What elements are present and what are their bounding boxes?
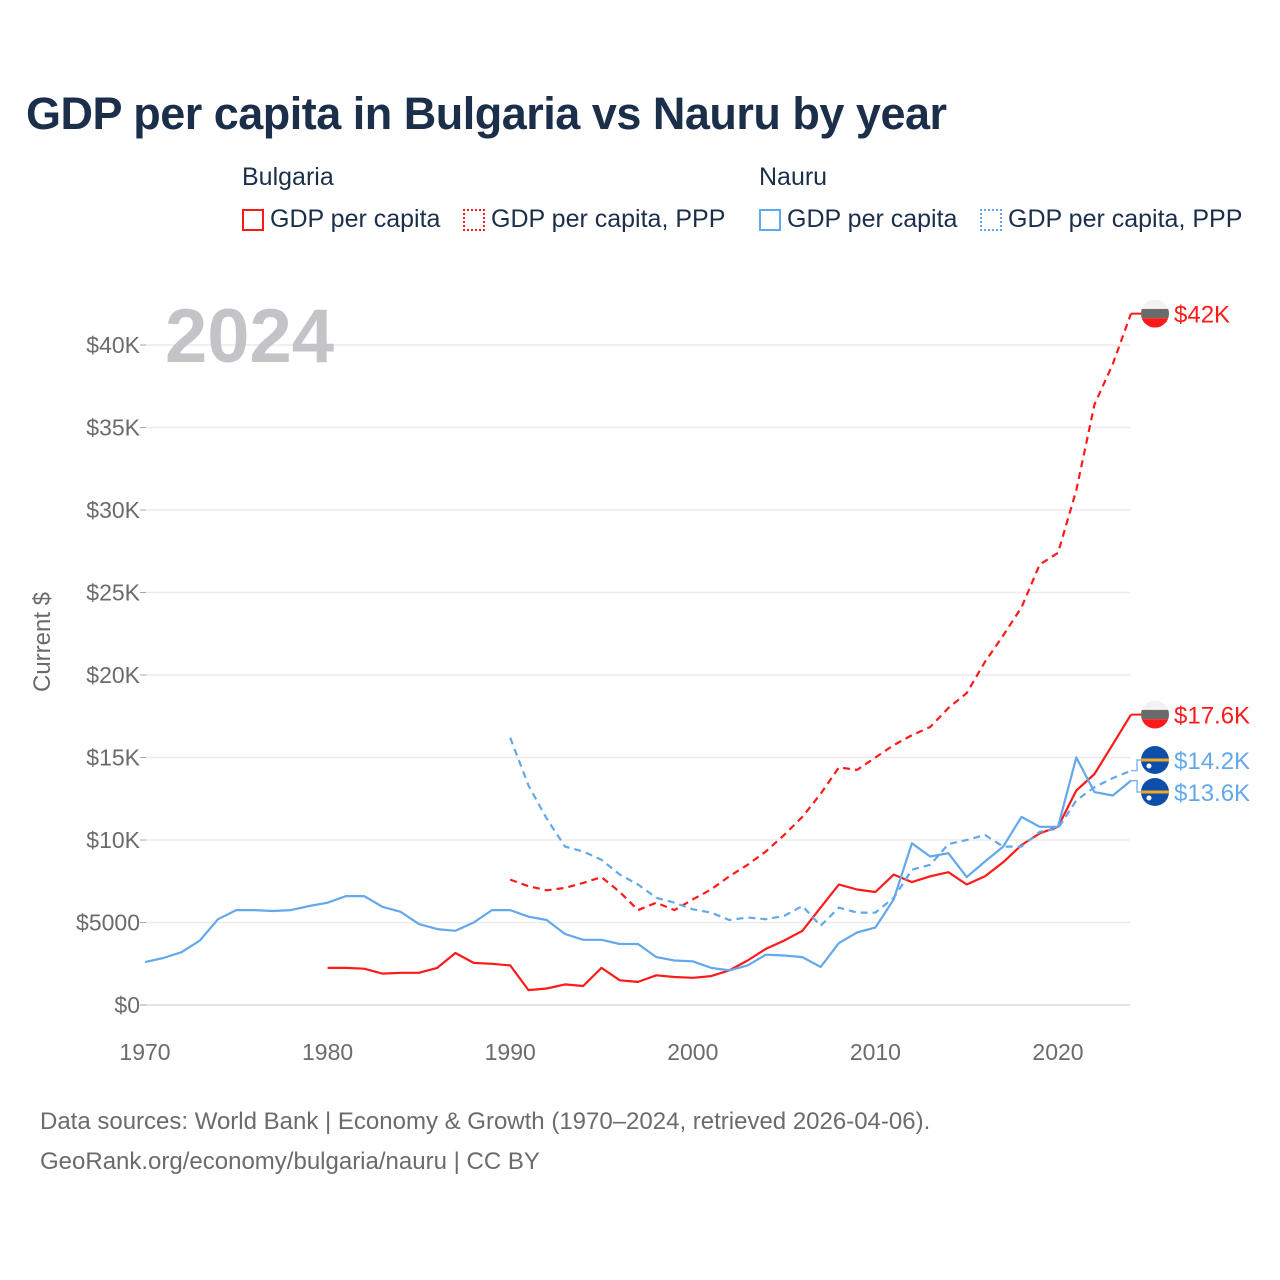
x-tick-label: 2010 <box>850 1039 901 1065</box>
end-value-label: $13.6K <box>1174 780 1250 807</box>
y-tick-label: $5000 <box>76 910 140 936</box>
end-value-label: $17.6K <box>1174 703 1250 730</box>
y-tick-label: $20K <box>86 662 140 688</box>
series-line-nauru-gdp-per-capita <box>144 756 1132 972</box>
year-overlay: 2024 <box>165 294 334 379</box>
end-value-label: $42K <box>1174 302 1230 329</box>
legend-swatch-dotted-blue <box>980 208 1002 231</box>
legend-label: GDP per capita <box>787 205 958 233</box>
x-tick-label: 1970 <box>119 1039 170 1065</box>
legend-item-nauru-gdp[interactable]: GDP per capita <box>759 205 957 234</box>
flag-stripe-green <box>1141 308 1169 319</box>
series-line-nauru-gdp-per-capita-ppp <box>509 737 1132 927</box>
bulgaria-flag-icon <box>1141 299 1169 328</box>
y-tick-label: $0 <box>114 992 140 1018</box>
x-tick-label: 1980 <box>302 1039 353 1065</box>
legend-swatch-solid-red <box>242 208 264 231</box>
y-tick-label: $40K <box>86 332 140 358</box>
y-tick-label: $15K <box>86 745 140 771</box>
chart-plot-area: $0 $5000 $10K $15K $20K $25K $30K $35K $40K 1970 1… <box>29 294 1250 1065</box>
legend-label: GDP per capita, PPP <box>491 205 726 233</box>
bulgaria-flag-icon <box>1141 700 1169 729</box>
flag-stripe-yellow <box>1141 790 1169 794</box>
flag-star <box>1146 795 1152 801</box>
legend-label: GDP per capita, PPP <box>1008 205 1243 233</box>
flag-stripe-yellow <box>1141 758 1169 762</box>
y-axis-label: Current $ <box>29 592 56 692</box>
x-tick-label: 2020 <box>1032 1039 1083 1065</box>
nauru-flag-icon <box>1141 746 1169 774</box>
y-tick-label: $10K <box>86 827 140 853</box>
chart-title: GDP per capita in Bulgaria vs Nauru by y… <box>26 88 947 139</box>
series-line-bulgaria-gdp-per-capita-ppp <box>509 313 1133 912</box>
flag-stripe-green <box>1141 709 1169 720</box>
label-connector <box>1131 759 1144 772</box>
label-connector <box>1131 779 1144 793</box>
x-tick-label: 2000 <box>667 1039 718 1065</box>
legend-item-nauru-ppp[interactable]: GDP per capita, PPP <box>980 205 1242 234</box>
end-value-label: $14.2K <box>1174 748 1250 775</box>
source-line-1: Data sources: World Bank | Economy & Gro… <box>40 1108 931 1135</box>
legend-swatch-dotted-red <box>463 208 485 231</box>
legend-swatch-solid-blue <box>759 208 781 231</box>
legend-group-nauru: Nauru <box>759 163 828 191</box>
nauru-flag-icon <box>1141 778 1169 806</box>
flag-star <box>1146 763 1152 769</box>
series-line-bulgaria-gdp-per-capita <box>327 714 1132 992</box>
flag-stripe-red <box>1141 719 1169 729</box>
legend-item-bulgaria-ppp[interactable]: GDP per capita, PPP <box>463 205 725 234</box>
legend-label: GDP per capita <box>270 205 441 233</box>
y-tick-label: $30K <box>86 497 140 523</box>
flag-stripe-white <box>1141 700 1169 710</box>
source-line-2: GeoRank.org/economy/bulgaria/nauru | CC … <box>40 1148 540 1175</box>
flag-stripe-white <box>1141 299 1169 309</box>
legend-item-bulgaria-gdp[interactable]: GDP per capita <box>242 205 440 234</box>
y-tick-label: $25K <box>86 580 140 606</box>
y-tick-label: $35K <box>86 415 140 441</box>
flag-stripe-red <box>1141 318 1169 328</box>
legend-group-bulgaria: Bulgaria <box>242 163 334 191</box>
x-tick-label: 1990 <box>485 1039 536 1065</box>
